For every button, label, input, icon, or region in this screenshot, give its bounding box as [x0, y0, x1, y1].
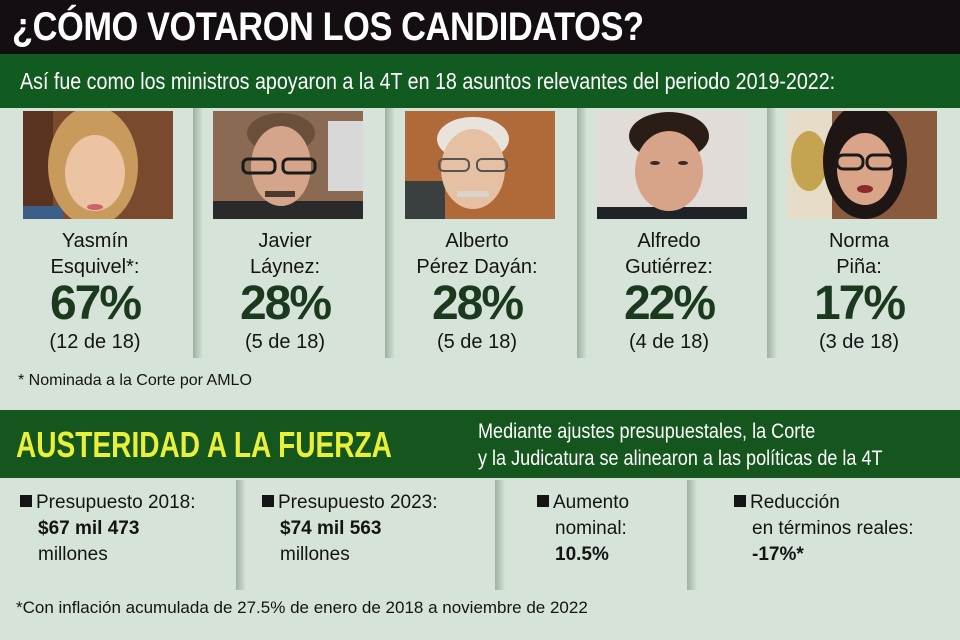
column-divider: [236, 480, 246, 590]
judge-percent: 22%: [623, 277, 716, 330]
stats-footnote: *Con inflación acumulada de 27.5% de ene…: [16, 598, 588, 617]
judge-count: (5 de 18): [436, 331, 518, 353]
stat-value: $74 mil 563: [280, 518, 382, 539]
judge-card: Javier Láynez: 28% (5 de 18): [190, 108, 380, 358]
judge-photo: [597, 111, 747, 219]
austerity-bar: AUSTERIDAD A LA FUERZA Mediante ajustes …: [0, 410, 960, 478]
portrait-man-glasses-icon: [213, 111, 363, 219]
portrait-woman-blonde-icon: [23, 111, 173, 219]
judge-card: Yasmín Esquivel*: 67% (12 de 18): [0, 108, 190, 358]
stat-value: -17%*: [752, 544, 804, 565]
judge-count: (3 de 18): [818, 331, 900, 353]
stat-nominal-increase: Aumento nominal: 10.5%: [537, 490, 629, 568]
judge-photo: [405, 111, 555, 219]
column-divider: [767, 108, 777, 358]
judge-count: (12 de 18): [49, 331, 141, 353]
column-divider: [385, 108, 395, 358]
judge-card: Alfredo Gutiérrez: 22% (4 de 18): [574, 108, 764, 358]
judge-count: (5 de 18): [244, 331, 326, 353]
judge-photo: [213, 111, 363, 219]
judge-card: Norma Piña: 17% (3 de 18): [764, 108, 954, 358]
stat-budget-2023: Presupuesto 2023: $74 mil 563 millones: [262, 490, 438, 568]
square-bullet-icon: [20, 495, 32, 507]
judge-card: Alberto Pérez Dayán: 28% (5 de 18): [382, 108, 572, 358]
page-title: ¿CÓMO VOTARON LOS CANDIDATOS?: [12, 5, 644, 49]
judge-count: (4 de 18): [628, 331, 710, 353]
judge-percent: 67%: [49, 277, 142, 330]
square-bullet-icon: [262, 495, 274, 507]
judge-name: Alberto Pérez Dayán:: [416, 230, 538, 278]
portrait-man-dark-hair-icon: [597, 111, 747, 219]
austerity-description: Mediante ajustes presupuestales, la Cort…: [478, 420, 883, 470]
stat-real-reduction: Reducción en términos reales: -17%*: [734, 490, 914, 568]
stat-value: 10.5%: [555, 544, 609, 565]
stat-budget-2018: Presupuesto 2018: $67 mil 473 millones: [20, 490, 196, 568]
square-bullet-icon: [537, 495, 549, 507]
column-divider: [495, 480, 505, 590]
stat-value: $67 mil 473: [38, 518, 140, 539]
portrait-woman-glasses-icon: [787, 111, 937, 219]
judge-photo: [23, 111, 173, 219]
austerity-heading: AUSTERIDAD A LA FUERZA: [16, 424, 392, 465]
judges-footnote: * Nominada a la Corte por AMLO: [18, 372, 252, 389]
judge-percent: 17%: [813, 277, 906, 330]
judge-name: Javier Láynez:: [249, 230, 321, 278]
page-subtitle: Así fue como los ministros apoyaron a la…: [20, 68, 836, 94]
judge-name: Alfredo Gutiérrez:: [625, 230, 713, 278]
judges-panel: Yasmín Esquivel*: 67% (12 de 18) Javier …: [0, 108, 960, 360]
square-bullet-icon: [734, 495, 746, 507]
subtitle-bar: Así fue como los ministros apoyaron a la…: [0, 54, 960, 108]
column-divider: [577, 108, 587, 358]
title-bar: ¿CÓMO VOTARON LOS CANDIDATOS?: [0, 0, 960, 54]
portrait-man-gray-hair-icon: [405, 111, 555, 219]
judge-photo: [787, 111, 937, 219]
judge-name: Norma Piña:: [828, 230, 889, 278]
judge-name: Yasmín Esquivel*:: [50, 230, 140, 278]
judge-percent: 28%: [239, 277, 332, 330]
column-divider: [193, 108, 203, 358]
column-divider: [687, 480, 697, 590]
judge-percent: 28%: [431, 277, 524, 330]
